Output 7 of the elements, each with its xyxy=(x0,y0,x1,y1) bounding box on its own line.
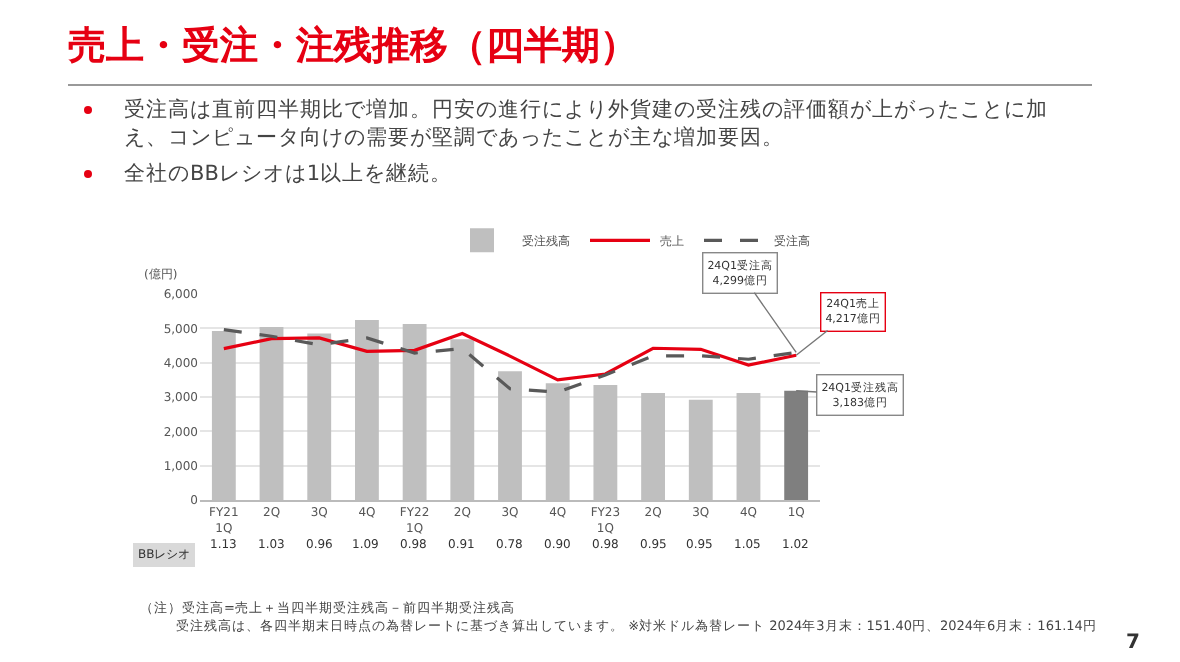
bar xyxy=(784,390,809,500)
text: 7 xyxy=(1126,632,1140,654)
text: 全社のBBレシオは1以上を継続。 xyxy=(124,160,455,188)
chart-subtitle: 受注高は直前四半期比で増加。円安の進行により外貨建の受注残の評価額が上がったことに加え、コンピュータ向けの需要が堅調であったことが主な増加要因。 xyxy=(124,96,1050,152)
line-series xyxy=(222,328,798,394)
line-series xyxy=(222,331,798,382)
chart-title: 売上・受注・注残推移（四半期） xyxy=(68,22,638,72)
